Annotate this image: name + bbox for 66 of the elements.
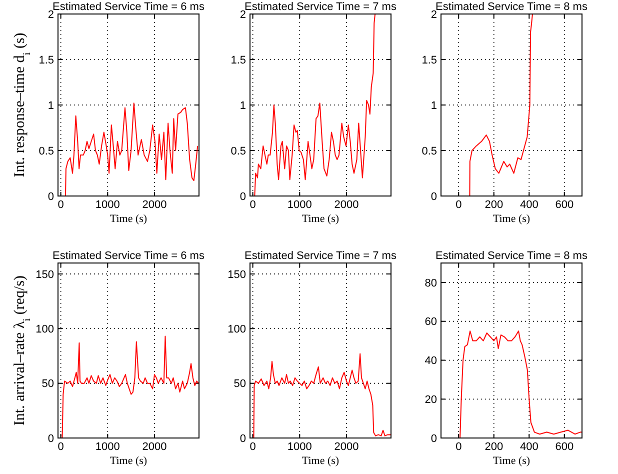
- x-tick-label: 1000: [287, 441, 312, 453]
- x-tick-label: 2000: [142, 199, 167, 211]
- y-tick-label: 0: [430, 190, 437, 203]
- y-tick-label: 0.5: [38, 145, 54, 158]
- y-tick-label: 2: [48, 8, 54, 21]
- x-tick-label: 1000: [287, 199, 312, 211]
- y-tick-label: 100: [228, 323, 246, 336]
- x-tick-label: 1000: [95, 441, 120, 453]
- line-series: [469, 14, 533, 196]
- y-tick-label: 1.5: [38, 54, 54, 66]
- chart-title: Estimated Service Time = 8 ms: [436, 1, 588, 13]
- line-series: [252, 14, 376, 196]
- x-tick-label: 400: [520, 199, 538, 211]
- y-tick-label: 1: [240, 100, 246, 112]
- x-tick-label: 600: [555, 199, 574, 211]
- x-tick-label: 2000: [334, 441, 359, 453]
- y-tick-label: 50: [234, 378, 246, 390]
- line-series: [460, 330, 582, 438]
- y-tick-label: 1.5: [422, 54, 437, 66]
- y-tick-label: 1.5: [230, 54, 246, 66]
- x-tick-label: 200: [484, 199, 504, 211]
- x-tick-label: 400: [520, 441, 538, 453]
- x-tick-label: 200: [484, 441, 504, 453]
- y-tick-label: 50: [42, 378, 54, 390]
- x-tick-label: 0: [250, 441, 256, 453]
- x-tick-label: 1000: [95, 199, 120, 211]
- y-tick-label: 150: [36, 268, 54, 281]
- x-tick-label: 0: [456, 199, 462, 211]
- y-tick-label: 1: [430, 100, 437, 112]
- y-tick-label: 0: [48, 190, 54, 203]
- y-tick-label: 60: [424, 316, 437, 328]
- chart-title: Estimated Service Time = 6 ms: [52, 250, 205, 262]
- y-tick-label: 0: [48, 432, 54, 445]
- y-tick-label: 150: [228, 268, 246, 281]
- x-tick-label: 600: [555, 441, 574, 453]
- y-tick-label: 0: [240, 190, 246, 203]
- y-tick-label: 2: [430, 8, 437, 21]
- x-tick-label: 0: [250, 199, 256, 211]
- line-series: [63, 102, 198, 196]
- y-tick-label: 1: [48, 100, 54, 112]
- x-tick-label: 2000: [334, 199, 359, 211]
- chart-title: Estimated Service Time = 7 ms: [244, 1, 397, 13]
- y-tick-label: 0: [240, 432, 246, 445]
- line-series: [62, 336, 200, 438]
- x-axis-title: Time (s): [492, 455, 530, 467]
- chart-title: Estimated Service Time = 6 ms: [52, 1, 205, 13]
- x-tick-label: 0: [58, 441, 64, 453]
- y-tick-label: 80: [424, 277, 437, 290]
- chart-title: Estimated Service Time = 8 ms: [436, 250, 588, 262]
- x-axis-title: Time (s): [492, 213, 530, 225]
- y-tick-label: 0.5: [422, 145, 437, 158]
- y-tick-label: 20: [424, 394, 437, 406]
- x-tick-label: 0: [58, 199, 64, 211]
- y-tick-label: 0.5: [230, 145, 246, 158]
- x-axis-title: Time (s): [110, 455, 148, 467]
- line-series: [253, 353, 392, 438]
- x-tick-label: 2000: [142, 441, 167, 453]
- x-axis-title: Time (s): [302, 213, 340, 225]
- x-axis-title: Time (s): [302, 455, 340, 467]
- y-tick-label: 0: [430, 432, 437, 445]
- x-axis-title: Time (s): [110, 213, 148, 225]
- x-tick-label: 0: [456, 441, 462, 453]
- y-tick-label: 100: [36, 323, 54, 336]
- y-tick-label: 40: [424, 355, 437, 368]
- y-tick-label: 2: [240, 8, 246, 21]
- chart-title: Estimated Service Time = 7 ms: [244, 250, 397, 262]
